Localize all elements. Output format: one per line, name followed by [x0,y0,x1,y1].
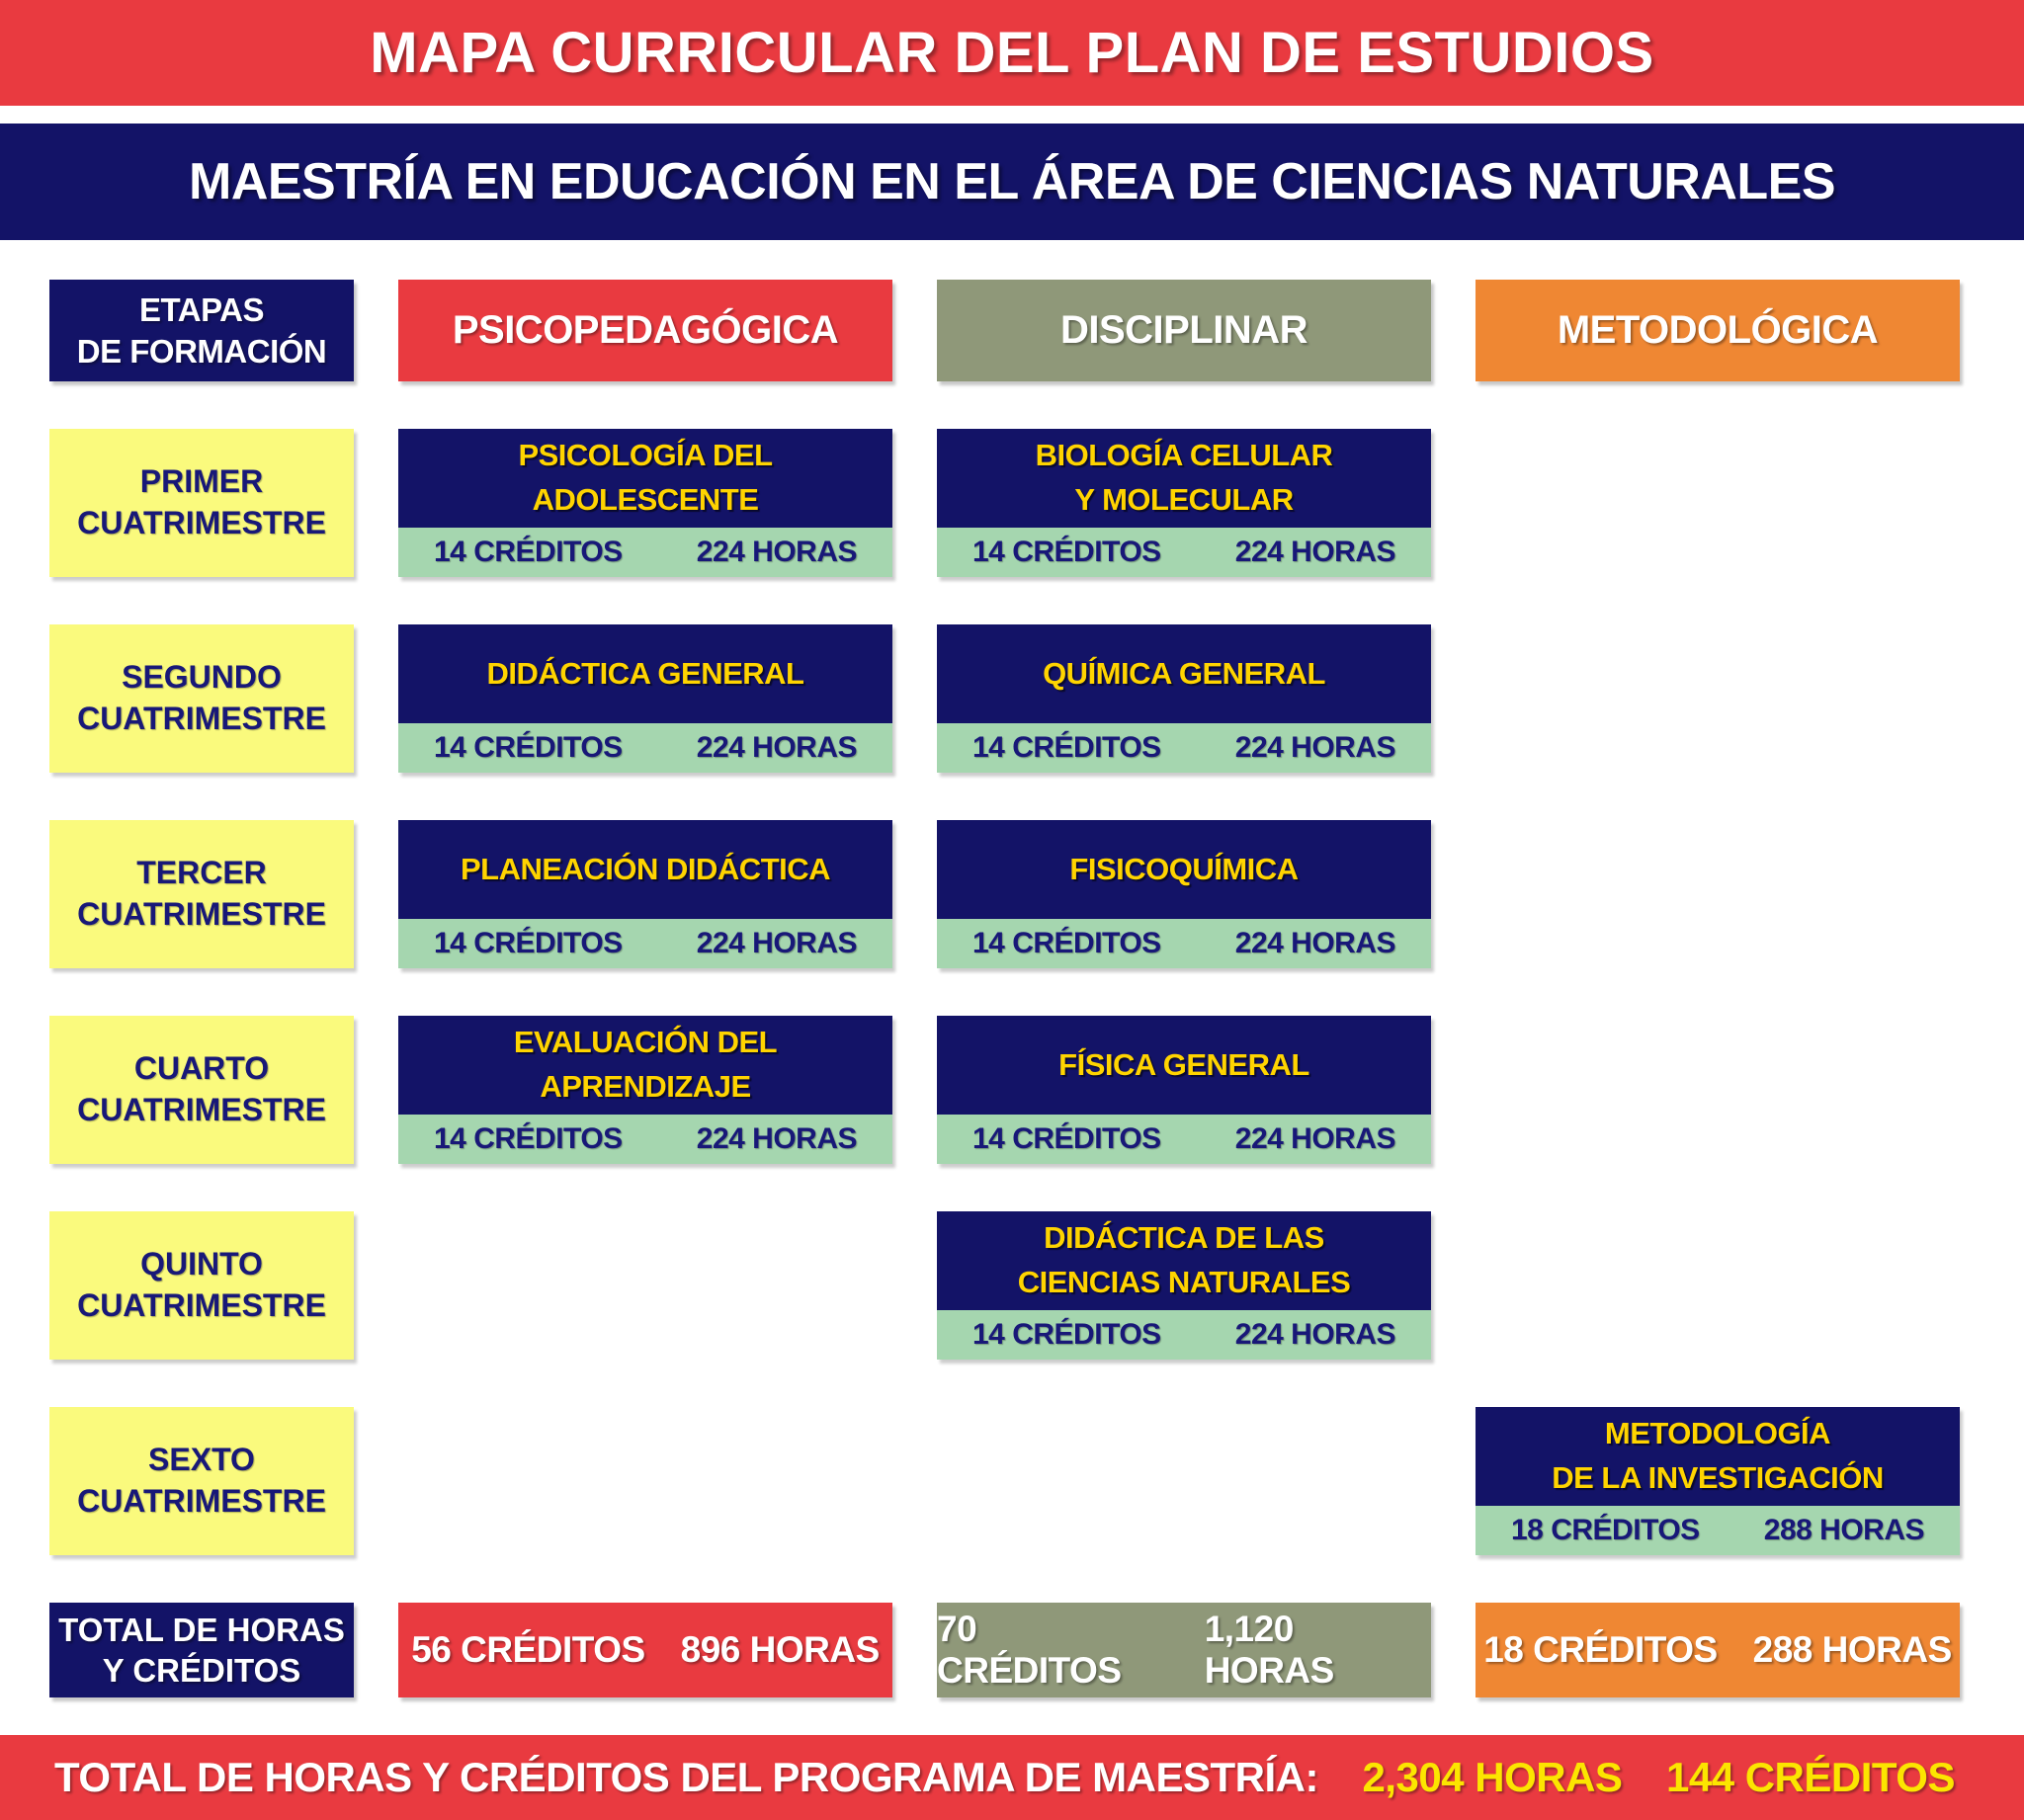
course-card-didactica-general: DIDÁCTICA GENERAL 14 CRÉDITOS 224 HORAS [398,624,892,773]
course-hours: 224 HORAS [696,536,858,568]
main-title-banner: MAPA CURRICULAR DEL PLAN DE ESTUDIOS [0,0,2024,106]
totals-hours: 1,120 HORAS [1204,1609,1335,1691]
course-meta: 14 CRÉDITOS 224 HORAS [398,723,892,773]
totals-metodologica: 18 CRÉDITOS 288 HORAS [1476,1603,1960,1697]
course-meta: 14 CRÉDITOS 224 HORAS [937,1310,1431,1360]
course-title: DIDÁCTICA GENERAL [398,624,892,723]
course-credits: 14 CRÉDITOS [972,536,1161,568]
course-meta: 14 CRÉDITOS 224 HORAS [937,919,1431,968]
page-title: MAPA CURRICULAR DEL PLAN DE ESTUDIOS [370,21,1654,85]
course-credits: 14 CRÉDITOS [972,1122,1161,1155]
course-title: DIDÁCTICA DE LAS CIENCIAS NATURALES [937,1211,1431,1310]
totals-hours: 288 HORAS [1752,1629,1953,1670]
totals-hours: 896 HORAS [680,1629,881,1670]
course-title: PLANEACIÓN DIDÁCTICA [398,820,892,919]
course-meta: 14 CRÉDITOS 224 HORAS [937,723,1431,773]
course-meta: 18 CRÉDITOS 288 HORAS [1476,1506,1960,1555]
course-hours: 224 HORAS [696,731,858,764]
course-credits: 14 CRÉDITOS [434,1122,623,1155]
course-title: PSICOLOGÍA DEL ADOLESCENTE [398,429,892,528]
course-hours: 224 HORAS [696,1122,858,1155]
program-totals-banner: TOTAL DE HORAS Y CRÉDITOS DEL PROGRAMA D… [0,1735,2024,1820]
stage-label-cuarto-cuatrimestre: CUARTO CUATRIMESTRE [49,1016,354,1164]
course-card-psicologia-del-adolescente: PSICOLOGÍA DEL ADOLESCENTE 14 CRÉDITOS 2… [398,429,892,577]
stage-label-segundo-cuatrimestre: SEGUNDO CUATRIMESTRE [49,624,354,773]
column-header-disciplinar: DISCIPLINAR [937,280,1431,381]
course-title: FISICOQUÍMICA [937,820,1431,919]
course-meta: 14 CRÉDITOS 224 HORAS [398,919,892,968]
course-card-biologia-celular-y-molecular: BIOLOGÍA CELULAR Y MOLECULAR 14 CRÉDITOS… [937,429,1431,577]
column-header-etapas: ETAPAS DE FORMACIÓN [49,280,354,381]
column-header-psicopedagogica: PSICOPEDAGÓGICA [398,280,892,381]
course-card-planeacion-didactica: PLANEACIÓN DIDÁCTICA 14 CRÉDITOS 224 HOR… [398,820,892,968]
course-title: FÍSICA GENERAL [937,1016,1431,1115]
course-card-metodologia-de-la-investigacion: METODOLOGÍA DE LA INVESTIGACIÓN 18 CRÉDI… [1476,1407,1960,1555]
course-hours: 288 HORAS [1763,1514,1925,1546]
course-hours: 224 HORAS [1234,731,1396,764]
course-hours: 224 HORAS [696,927,858,959]
course-meta: 14 CRÉDITOS 224 HORAS [398,528,892,577]
course-credits: 14 CRÉDITOS [434,536,623,568]
course-credits: 14 CRÉDITOS [434,731,623,764]
stage-label-quinto-cuatrimestre: QUINTO CUATRIMESTRE [49,1211,354,1360]
course-card-quimica-general: QUÍMICA GENERAL 14 CRÉDITOS 224 HORAS [937,624,1431,773]
course-credits: 14 CRÉDITOS [972,927,1161,959]
course-card-fisica-general: FÍSICA GENERAL 14 CRÉDITOS 224 HORAS [937,1016,1431,1164]
totals-credits: 70 CRÉDITOS [937,1609,1122,1691]
course-credits: 14 CRÉDITOS [972,731,1161,764]
course-hours: 224 HORAS [1234,1318,1396,1351]
stage-label-primer-cuatrimestre: PRIMER CUATRIMESTRE [49,429,354,577]
course-meta: 14 CRÉDITOS 224 HORAS [937,1115,1431,1164]
course-credits: 14 CRÉDITOS [434,927,623,959]
course-title: QUÍMICA GENERAL [937,624,1431,723]
course-card-evaluacion-del-aprendizaje: EVALUACIÓN DEL APRENDIZAJE 14 CRÉDITOS 2… [398,1016,892,1164]
program-title-banner: MAESTRÍA EN EDUCACIÓN EN EL ÁREA DE CIEN… [0,124,2024,240]
course-title: METODOLOGÍA DE LA INVESTIGACIÓN [1476,1407,1960,1506]
totals-psicopedagogica: 56 CRÉDITOS 896 HORAS [398,1603,892,1697]
column-header-metodologica: METODOLÓGICA [1476,280,1960,381]
course-hours: 224 HORAS [1234,927,1396,959]
totals-row-label: TOTAL DE HORAS Y CRÉDITOS [49,1603,354,1697]
course-credits: 14 CRÉDITOS [972,1318,1161,1351]
program-title: MAESTRÍA EN EDUCACIÓN EN EL ÁREA DE CIEN… [189,153,1836,210]
curriculum-grid: ETAPAS DE FORMACIÓN PSICOPEDAGÓGICA DISC… [0,280,2024,1697]
course-meta: 14 CRÉDITOS 224 HORAS [398,1115,892,1164]
stage-label-tercer-cuatrimestre: TERCER CUATRIMESTRE [49,820,354,968]
course-card-fisicoquimica: FISICOQUÍMICA 14 CRÉDITOS 224 HORAS [937,820,1431,968]
course-card-didactica-de-las-ciencias-naturales: DIDÁCTICA DE LAS CIENCIAS NATURALES 14 C… [937,1211,1431,1360]
program-total-credits: 144 CRÉDITOS [1665,1754,1956,1800]
program-totals-label: TOTAL DE HORAS Y CRÉDITOS DEL PROGRAMA D… [54,1754,1318,1800]
course-meta: 14 CRÉDITOS 224 HORAS [937,528,1431,577]
course-credits: 18 CRÉDITOS [1511,1514,1700,1546]
course-title: BIOLOGÍA CELULAR Y MOLECULAR [937,429,1431,528]
course-hours: 224 HORAS [1234,536,1396,568]
totals-credits: 18 CRÉDITOS [1483,1629,1718,1670]
totals-credits: 56 CRÉDITOS [411,1629,645,1670]
stage-label-sexto-cuatrimestre: SEXTO CUATRIMESTRE [49,1407,354,1555]
course-title: EVALUACIÓN DEL APRENDIZAJE [398,1016,892,1115]
course-hours: 224 HORAS [1234,1122,1396,1155]
totals-disciplinar: 70 CRÉDITOS 1,120 HORAS [937,1603,1431,1697]
program-total-hours: 2,304 HORAS [1362,1754,1623,1800]
